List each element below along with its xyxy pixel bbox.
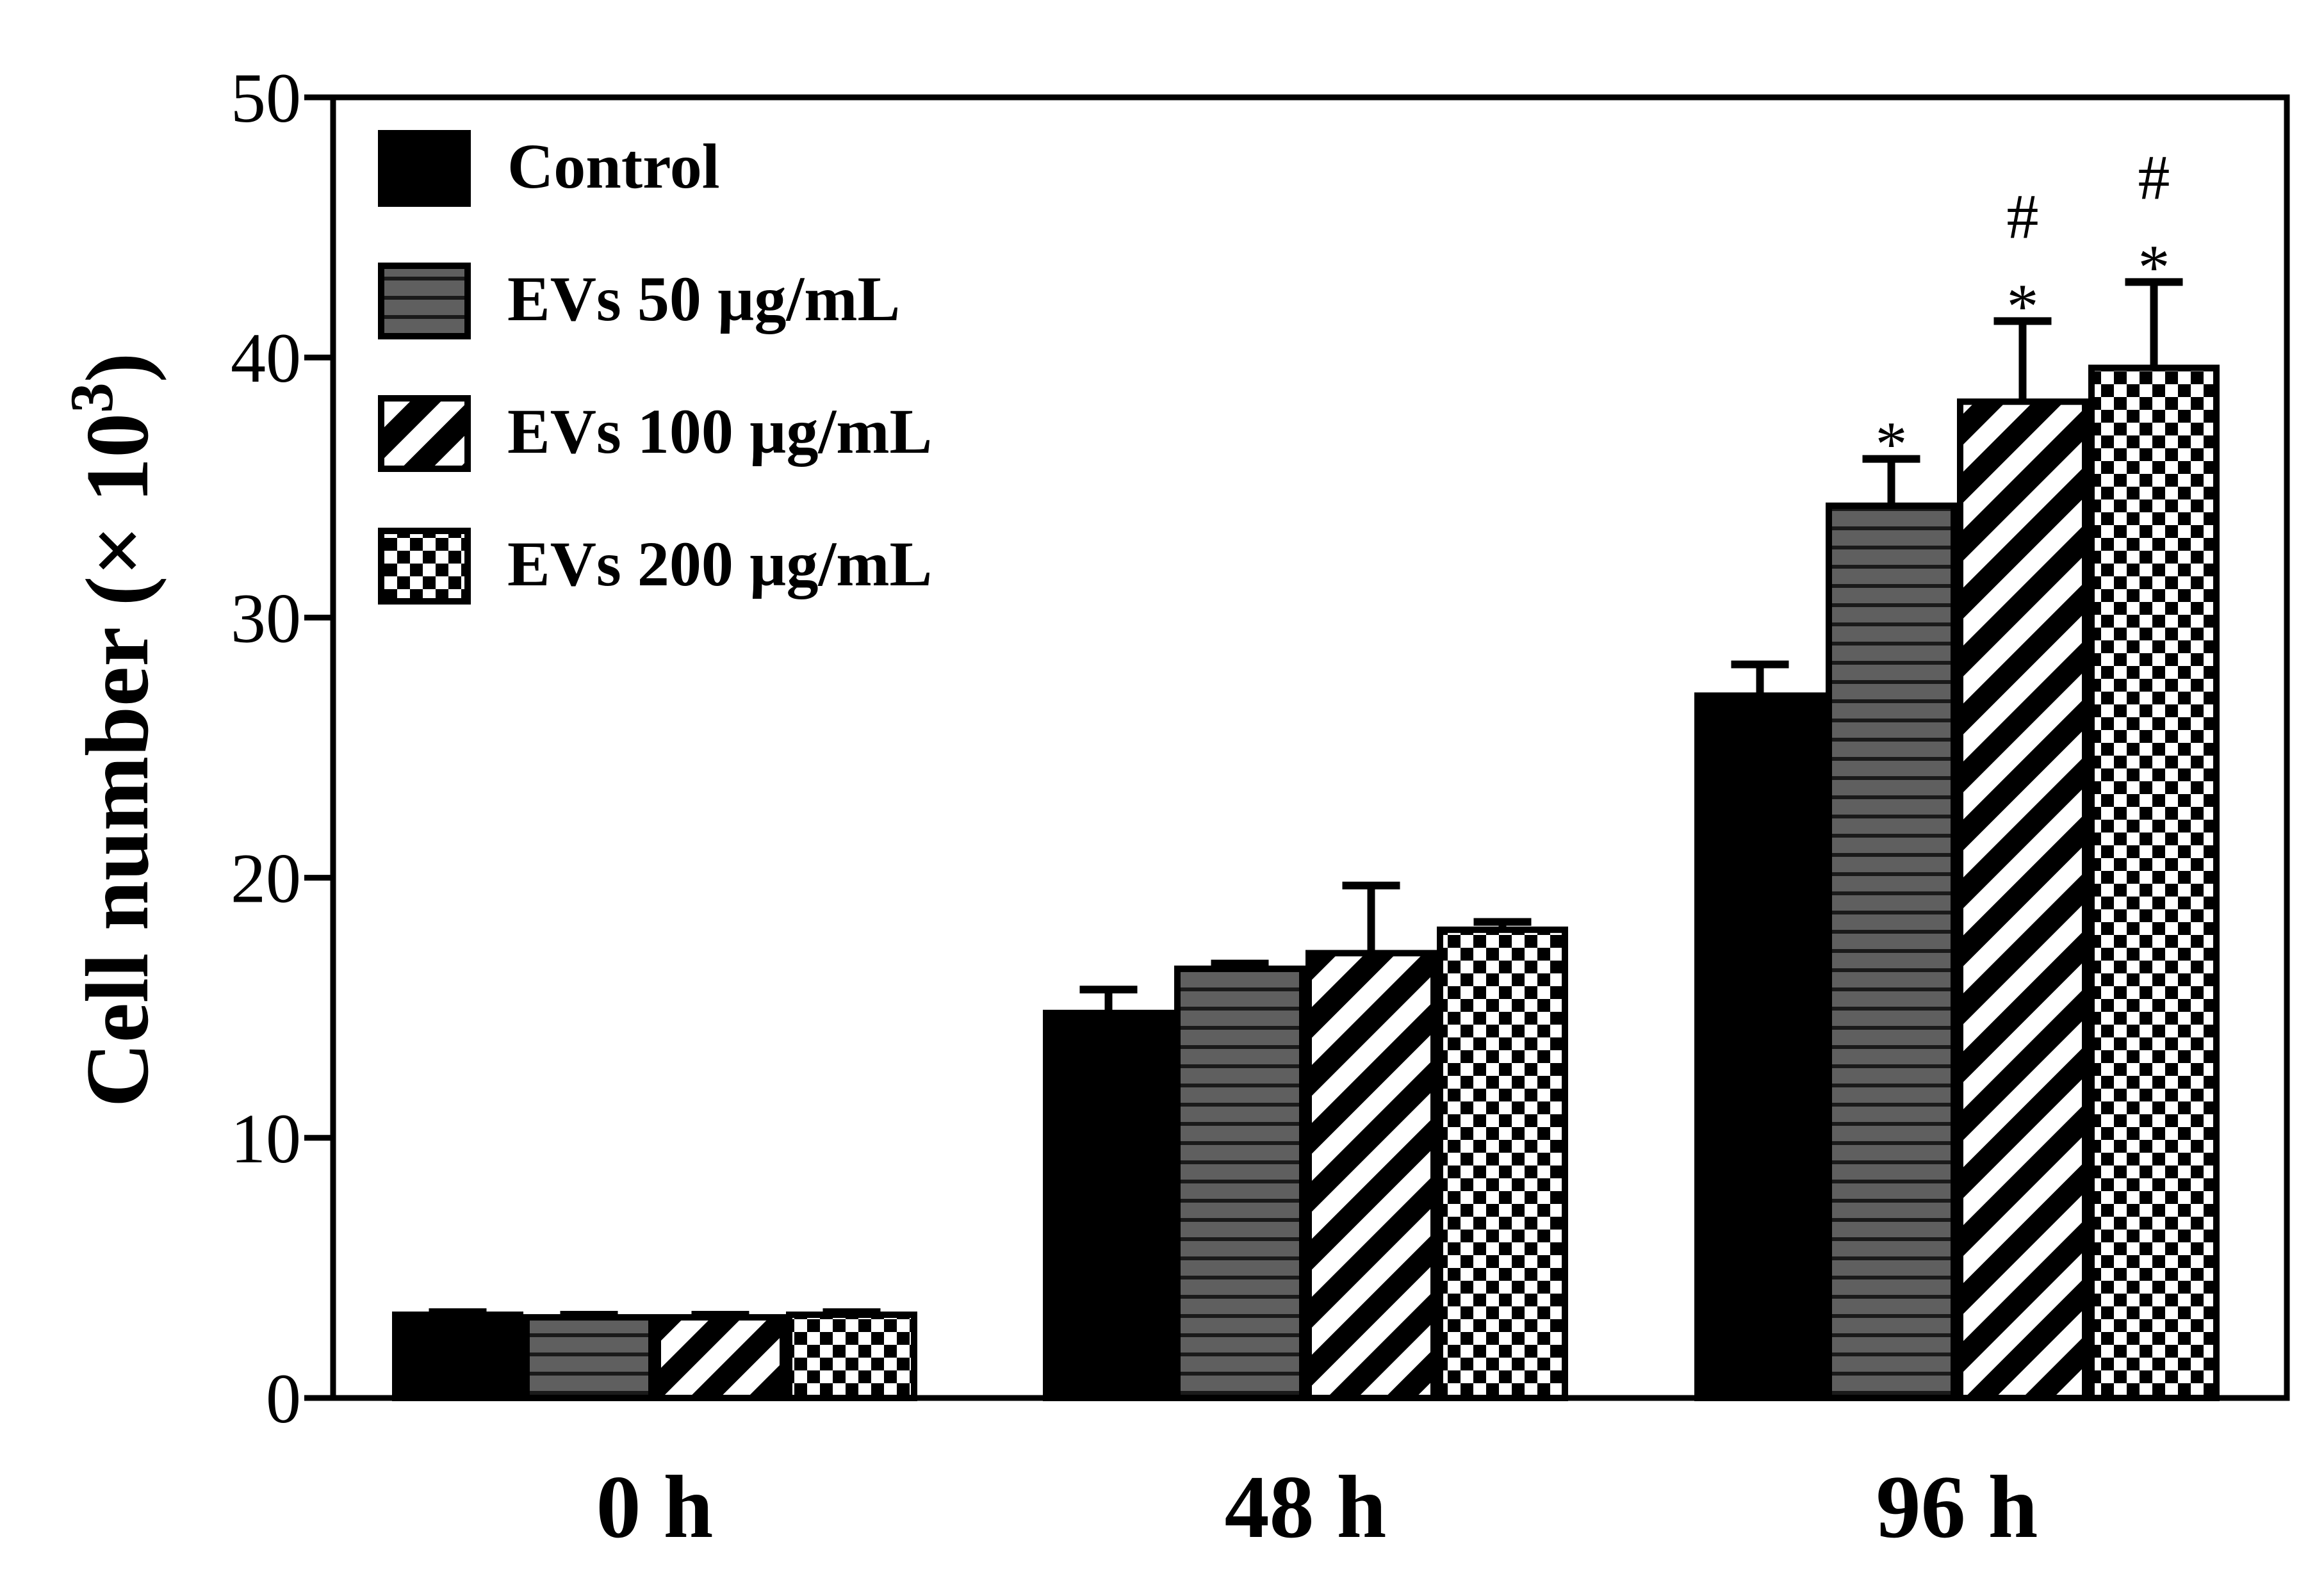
y-tick-label: 40	[231, 319, 301, 397]
x-tick-label: 96 h	[1876, 1458, 2038, 1557]
bar	[523, 1314, 655, 1401]
legend-swatch	[378, 130, 471, 207]
bar	[1043, 1009, 1174, 1401]
legend-label: Control	[507, 131, 720, 202]
axes-layer: 0 h 48 h 96 h 0 10 20 30 40 50	[231, 59, 2290, 1557]
y-axis-title-close: )	[68, 353, 167, 383]
legend-label: EVs 50 µg/mL	[507, 263, 900, 334]
bar	[2088, 364, 2220, 1401]
x-tick-label: 48 h	[1225, 1458, 1387, 1557]
significance-asterisk: *	[1876, 409, 1908, 480]
y-axis-title: Cell number (× 103)	[58, 353, 167, 1108]
bar	[1826, 502, 1957, 1401]
y-tick-label: 10	[231, 1100, 301, 1178]
y-tick-label: 30	[231, 579, 301, 657]
legend: Control EVs 50 µg/mL EVs 100 µg/mL EVs 200 …	[378, 130, 932, 605]
legend-swatch	[378, 263, 471, 339]
y-tick-label: 0	[266, 1360, 301, 1438]
significance-asterisk: *	[2138, 231, 2170, 302]
legend-label: EVs 200 µg/mL	[507, 528, 932, 599]
bar	[1694, 692, 1826, 1401]
significance-asterisk: *	[2007, 270, 2039, 341]
bar	[1437, 926, 1568, 1401]
legend-swatch	[378, 528, 471, 605]
bar	[1957, 398, 2088, 1401]
y-axis-title-superscript: 3	[58, 382, 126, 413]
bars-layer: * * # * #	[392, 142, 2220, 1402]
bar	[392, 1312, 523, 1402]
y-axis-title-text: Cell number (× 10	[68, 413, 167, 1107]
legend-swatch	[378, 395, 471, 472]
bar	[1174, 965, 1305, 1401]
y-tick-label: 50	[231, 59, 301, 137]
y-tick-label: 20	[231, 840, 301, 918]
significance-hash: #	[2007, 181, 2039, 252]
significance-hash: #	[2138, 142, 2170, 213]
bar	[655, 1314, 786, 1401]
legend-label: EVs 100 µg/mL	[507, 396, 932, 467]
x-tick-label: 0 h	[596, 1458, 714, 1557]
bar	[1305, 950, 1437, 1401]
bar	[786, 1312, 917, 1402]
plot-frame	[330, 94, 2290, 1401]
